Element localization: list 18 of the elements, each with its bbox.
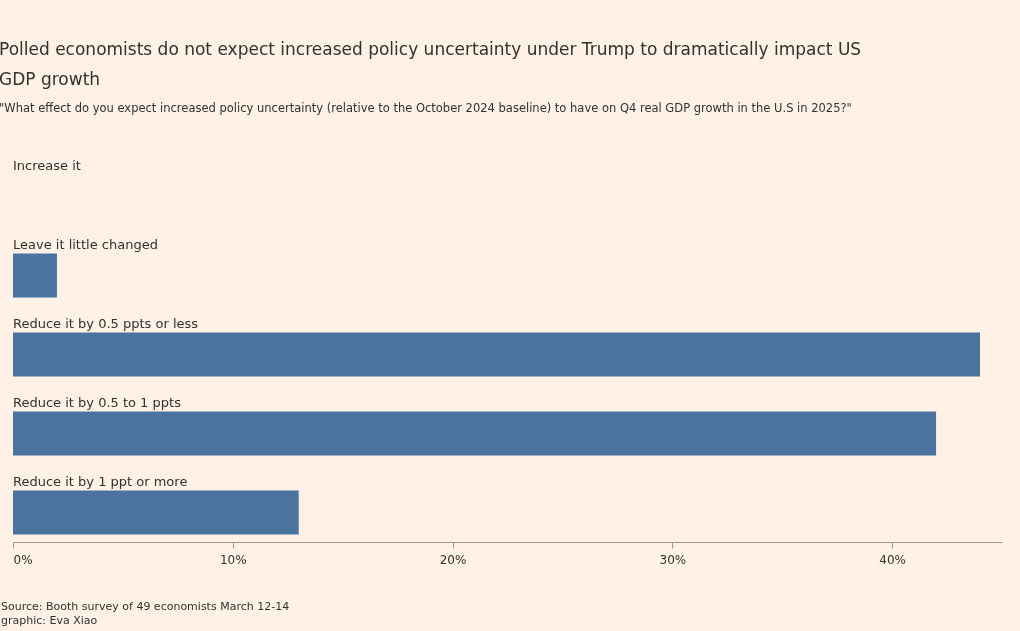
chart-title: Polled economists do not expect increased policy uncertainty under Trump to dramatically impact US GDP growth (0, 38, 862, 89)
x-tick-label: 40% (879, 552, 906, 567)
source-note: Source: Booth survey of 49 economists March 12-14 (1, 600, 290, 613)
bar (13, 490, 299, 535)
bar (13, 411, 937, 456)
x-tick-label: 10% (219, 552, 247, 567)
y-tick-label: Reduce it by 0.5 to 1 ppts (13, 395, 182, 410)
chart-subtitle: "What effect do you expect increased policy uncertainty (relative to the October 2024 baseline) to have on Q4 real GDP growth in the U.S in 2025?" (0, 100, 852, 115)
x-tick-label: 20% (439, 552, 467, 567)
y-tick-label: Leave it little changed (13, 237, 158, 252)
y-tick-label: Reduce it by 0.5 ppts or less (13, 316, 199, 331)
x-tick-label: 0% (13, 552, 33, 567)
text: graphic: Eva Xiao (1, 614, 98, 627)
y-tick-label: Increase it (13, 158, 81, 173)
bar (13, 253, 57, 298)
bar (13, 332, 981, 377)
y-tick-label: Reduce it by 1 ppt or more (13, 474, 188, 489)
x-tick-label: 30% (659, 552, 687, 567)
